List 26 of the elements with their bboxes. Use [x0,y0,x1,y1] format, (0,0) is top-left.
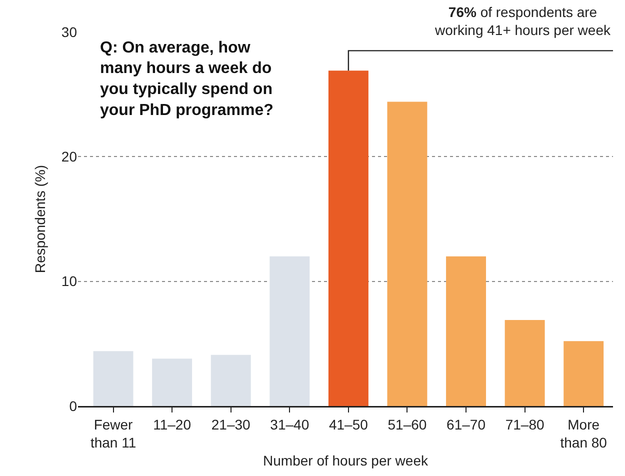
x-tick-label: 11–20 [153,416,192,432]
bar [328,70,368,406]
bar [446,256,486,406]
text: Q: On average, how many hours a week do you typically spend on your PhD programme? [100,39,274,119]
x-tick-label: 71–80 [505,416,544,432]
x-tick-label: 61–70 [446,416,486,432]
y-tick-label: 30 [61,24,78,40]
y-tick-label: 20 [61,148,78,165]
bar [504,320,545,406]
x-tick-label: Fewer than 11 [90,416,136,450]
x-tick-label: 41–50 [328,416,368,432]
annotation: 76% of respondents are working 41+ hours per week [434,4,612,38]
bar [387,102,428,406]
bar [152,358,192,406]
y-axis-title: Respondents (%) [32,164,48,274]
x-tick-label: 31–40 [270,416,310,432]
bar [93,351,134,406]
x-axis-title: Number of hours per week [263,452,429,469]
x-tick-label: More than 80 [560,416,608,450]
x-tick-label: 51–60 [388,416,427,432]
bar [210,354,251,406]
y-tick-label: 0 [69,398,78,414]
x-tick-label: 21–30 [211,416,251,432]
bar [270,256,310,406]
bar [564,341,604,406]
y-tick-label: 10 [61,273,78,290]
